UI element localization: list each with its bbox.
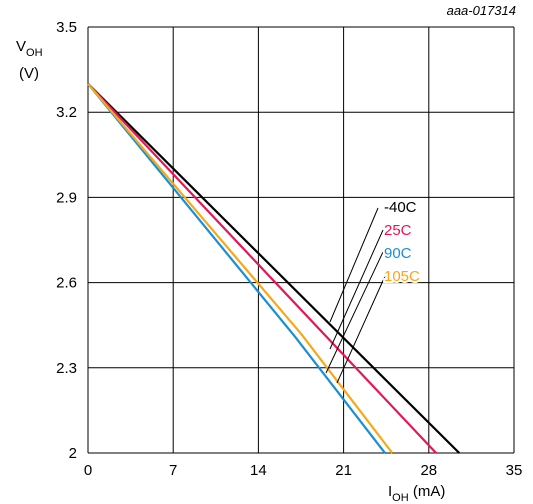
x-tick-label-2: 14 xyxy=(250,462,267,479)
legend-label-1: 25C xyxy=(384,222,412,239)
svg-text:VOH: VOH xyxy=(16,38,43,59)
y-tick-label-5: 3.5 xyxy=(56,19,77,36)
x-tick-label-1: 7 xyxy=(169,462,177,479)
x-tick-label-5: 35 xyxy=(506,462,523,479)
series-line-0 xyxy=(87,83,461,454)
y-tick-label-0: 2 xyxy=(69,445,77,462)
x-tick-labels: 0 7 14 21 28 35 xyxy=(84,462,523,479)
y-axis-label-sub: OH xyxy=(26,47,43,59)
y-tick-label-4: 3.2 xyxy=(56,104,77,121)
series-line-1 xyxy=(87,83,437,454)
x-axis-label: IOH (mA) xyxy=(388,483,445,504)
legend-leader-lines xyxy=(325,207,387,384)
legend-label-0: -40C xyxy=(384,199,417,216)
y-axis-label: VOH (V) xyxy=(16,38,43,82)
series-line-3 xyxy=(87,83,394,454)
x-axis-label-sub: OH xyxy=(392,492,409,504)
figure-id: aaa-017314 xyxy=(447,3,516,18)
x-tick-label-0: 0 xyxy=(84,462,92,479)
leader-line-3 xyxy=(336,273,387,384)
series-lines xyxy=(87,83,461,454)
series-line-2 xyxy=(87,83,386,454)
x-tick-label-4: 28 xyxy=(420,462,437,479)
leader-line-2 xyxy=(325,251,384,374)
x-axis-label-unit: (mA) xyxy=(409,483,446,500)
legend: -40C 25C 90C 105C xyxy=(382,197,422,287)
leader-line-0 xyxy=(329,207,379,323)
grid xyxy=(87,26,515,454)
y-tick-labels: 2 2.3 2.6 2.9 3.2 3.5 xyxy=(56,19,77,462)
y-axis-label-main: V xyxy=(16,38,26,55)
y-tick-label-2: 2.6 xyxy=(56,275,77,292)
legend-label-3: 105C xyxy=(384,268,420,285)
y-tick-label-1: 2.3 xyxy=(56,360,77,377)
leader-line-1 xyxy=(329,229,384,350)
x-tick-label-3: 21 xyxy=(335,462,352,479)
x-axis-label-main: I xyxy=(388,483,392,500)
legend-label-2: 90C xyxy=(384,245,412,262)
svg-text:IOH (mA): IOH (mA) xyxy=(388,483,445,504)
y-axis-label-unit: (V) xyxy=(19,65,39,82)
y-tick-label-3: 2.9 xyxy=(56,189,77,206)
